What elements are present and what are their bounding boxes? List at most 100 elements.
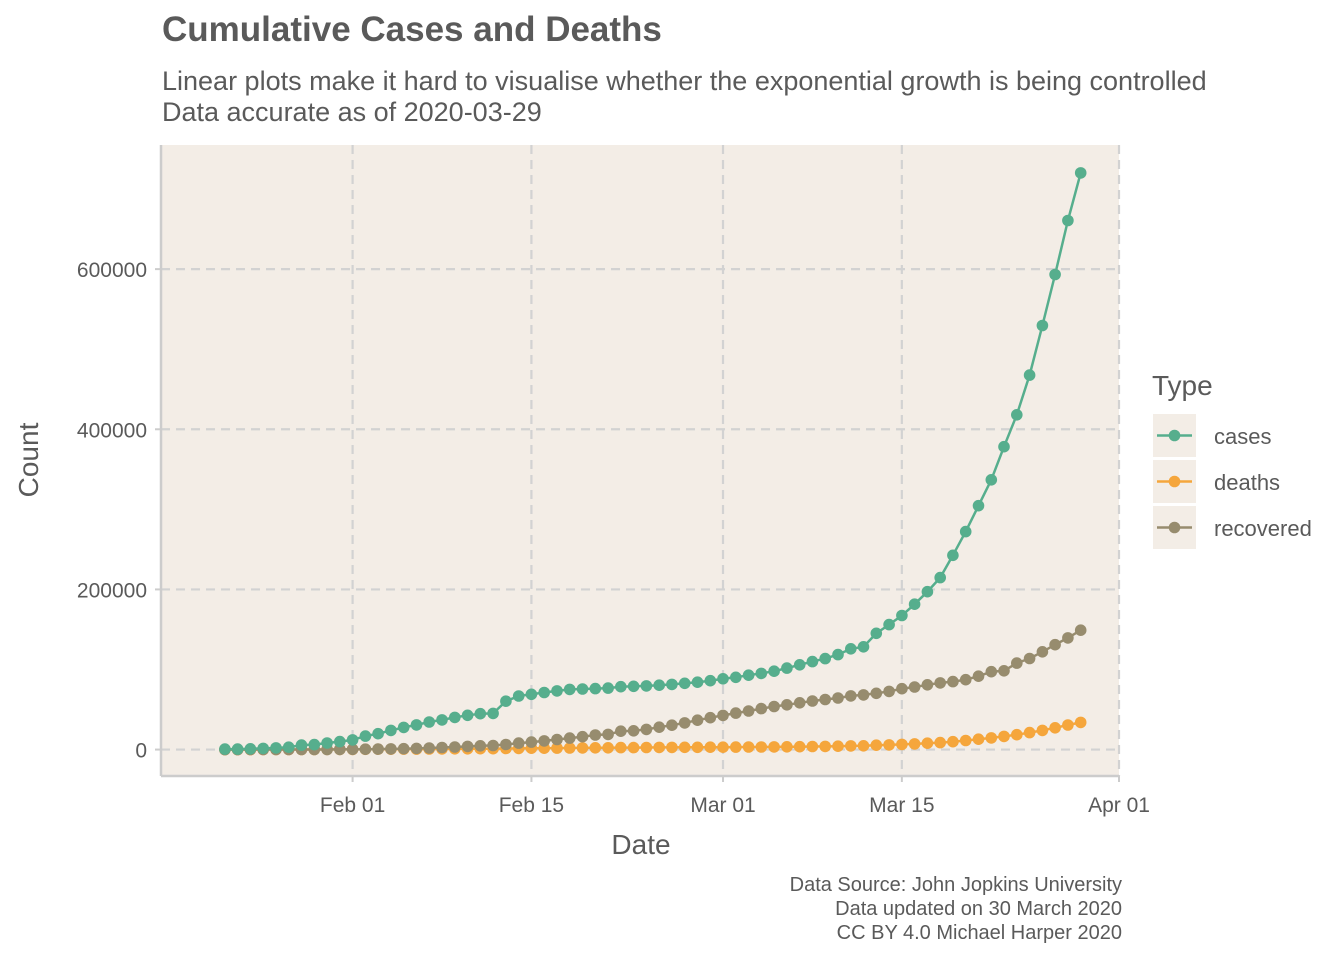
data-point-recovered: [755, 702, 768, 715]
data-point-recovered: [589, 729, 602, 741]
legend-key-point: [1168, 429, 1181, 442]
data-point-recovered: [959, 673, 972, 686]
data-point-cases: [1036, 319, 1049, 332]
data-point-deaths: [947, 735, 959, 748]
data-point-deaths: [602, 742, 614, 754]
data-point-cases: [410, 719, 423, 731]
data-point-cases: [512, 690, 525, 702]
legend-title: Type: [1152, 370, 1213, 401]
data-point-deaths: [985, 732, 998, 744]
data-point-recovered: [908, 681, 921, 693]
data-point-recovered: [1036, 646, 1049, 658]
data-point-recovered: [436, 741, 448, 754]
x-tick-label: Feb 15: [499, 794, 564, 817]
data-point-cases: [832, 648, 844, 661]
data-point-recovered: [576, 730, 589, 743]
data-point-cases: [908, 598, 921, 610]
data-point-deaths: [717, 741, 729, 753]
data-point-deaths: [653, 741, 665, 754]
data-point-deaths: [972, 733, 985, 745]
data-point-deaths: [755, 741, 768, 753]
data-point-cases: [921, 585, 934, 598]
data-point-deaths: [998, 730, 1010, 743]
data-point-cases: [359, 730, 372, 742]
data-point-recovered: [538, 735, 550, 747]
data-point-deaths: [1062, 719, 1074, 731]
data-point-cases: [244, 743, 257, 755]
data-point-recovered: [500, 738, 512, 751]
data-point-deaths: [576, 742, 589, 754]
data-point-recovered: [985, 665, 998, 678]
data-point-deaths: [551, 742, 563, 754]
data-point-cases: [742, 669, 755, 681]
data-point-cases: [321, 737, 333, 749]
data-point-cases: [538, 686, 550, 699]
data-point-cases: [959, 525, 972, 538]
data-point-deaths: [819, 740, 831, 753]
data-point-recovered: [640, 723, 653, 736]
data-point-deaths: [704, 741, 717, 753]
data-point-cases: [563, 683, 576, 696]
data-point-recovered: [449, 741, 461, 753]
data-point-recovered: [359, 743, 372, 755]
data-point-cases: [717, 673, 729, 685]
data-point-recovered: [678, 717, 691, 729]
data-point-recovered: [768, 700, 780, 713]
data-point-cases: [576, 683, 589, 695]
y-tick-label: 200000: [77, 579, 147, 602]
legend-key-point: [1168, 475, 1181, 488]
data-point-recovered: [1062, 632, 1074, 644]
data-point-deaths: [589, 742, 602, 754]
data-point-deaths: [832, 740, 844, 752]
data-point-cases: [653, 679, 665, 691]
y-tick-label: 400000: [77, 419, 147, 442]
tick-labels: 0 200000 400000 600000 Feb 01 Feb 15 Mar 01 Mar…: [77, 259, 1150, 817]
data-point-recovered: [793, 697, 806, 709]
data-point-cases: [947, 549, 959, 562]
data-point-cases: [1062, 214, 1074, 227]
data-point-recovered: [819, 693, 831, 706]
data-point-cases: [282, 741, 295, 753]
data-point-recovered: [883, 685, 895, 698]
data-point-deaths: [896, 738, 908, 751]
data-point-cases: [461, 709, 474, 722]
data-point-cases: [972, 499, 985, 512]
data-point-recovered: [512, 737, 525, 749]
data-point-recovered: [806, 695, 819, 707]
data-point-cases: [896, 609, 908, 622]
data-point-deaths: [691, 741, 704, 754]
data-point-deaths: [908, 738, 921, 750]
caption-line-1: Data Source: John Jopkins University: [789, 874, 1122, 896]
data-point-deaths: [845, 740, 857, 752]
data-point-recovered: [870, 687, 883, 700]
data-point-cases: [1011, 409, 1023, 421]
x-tick-label: Mar 15: [869, 794, 934, 817]
data-point-deaths: [1036, 724, 1049, 737]
x-tick-label: Mar 01: [690, 794, 755, 817]
data-point-deaths: [768, 741, 780, 753]
data-point-deaths: [781, 741, 793, 753]
data-point-deaths: [730, 741, 742, 753]
data-point-recovered: [896, 682, 908, 695]
data-point-recovered: [410, 742, 423, 755]
data-point-recovered: [487, 739, 499, 752]
data-point-recovered: [857, 689, 870, 701]
data-point-cases: [781, 662, 793, 674]
data-point-recovered: [921, 679, 934, 691]
legend-key-point: [1168, 521, 1181, 534]
data-point-deaths: [870, 739, 883, 751]
data-point-recovered: [1074, 624, 1087, 636]
data-point-cases: [870, 627, 883, 640]
caption-line-3: CC BY 4.0 Michael Harper 2020: [836, 922, 1122, 944]
data-point-cases: [436, 714, 448, 726]
grid-lines: [161, 145, 1121, 776]
data-point-recovered: [730, 707, 742, 719]
data-point-recovered: [653, 721, 665, 733]
data-point-recovered: [423, 742, 436, 754]
data-point-cases: [998, 440, 1010, 453]
data-point-cases: [691, 676, 704, 688]
axes: [155, 145, 1120, 782]
chart-caption: Data Source: John Jopkins University Dat…: [790, 873, 1122, 945]
data-point-cases: [449, 711, 461, 724]
data-point-deaths: [563, 742, 576, 754]
